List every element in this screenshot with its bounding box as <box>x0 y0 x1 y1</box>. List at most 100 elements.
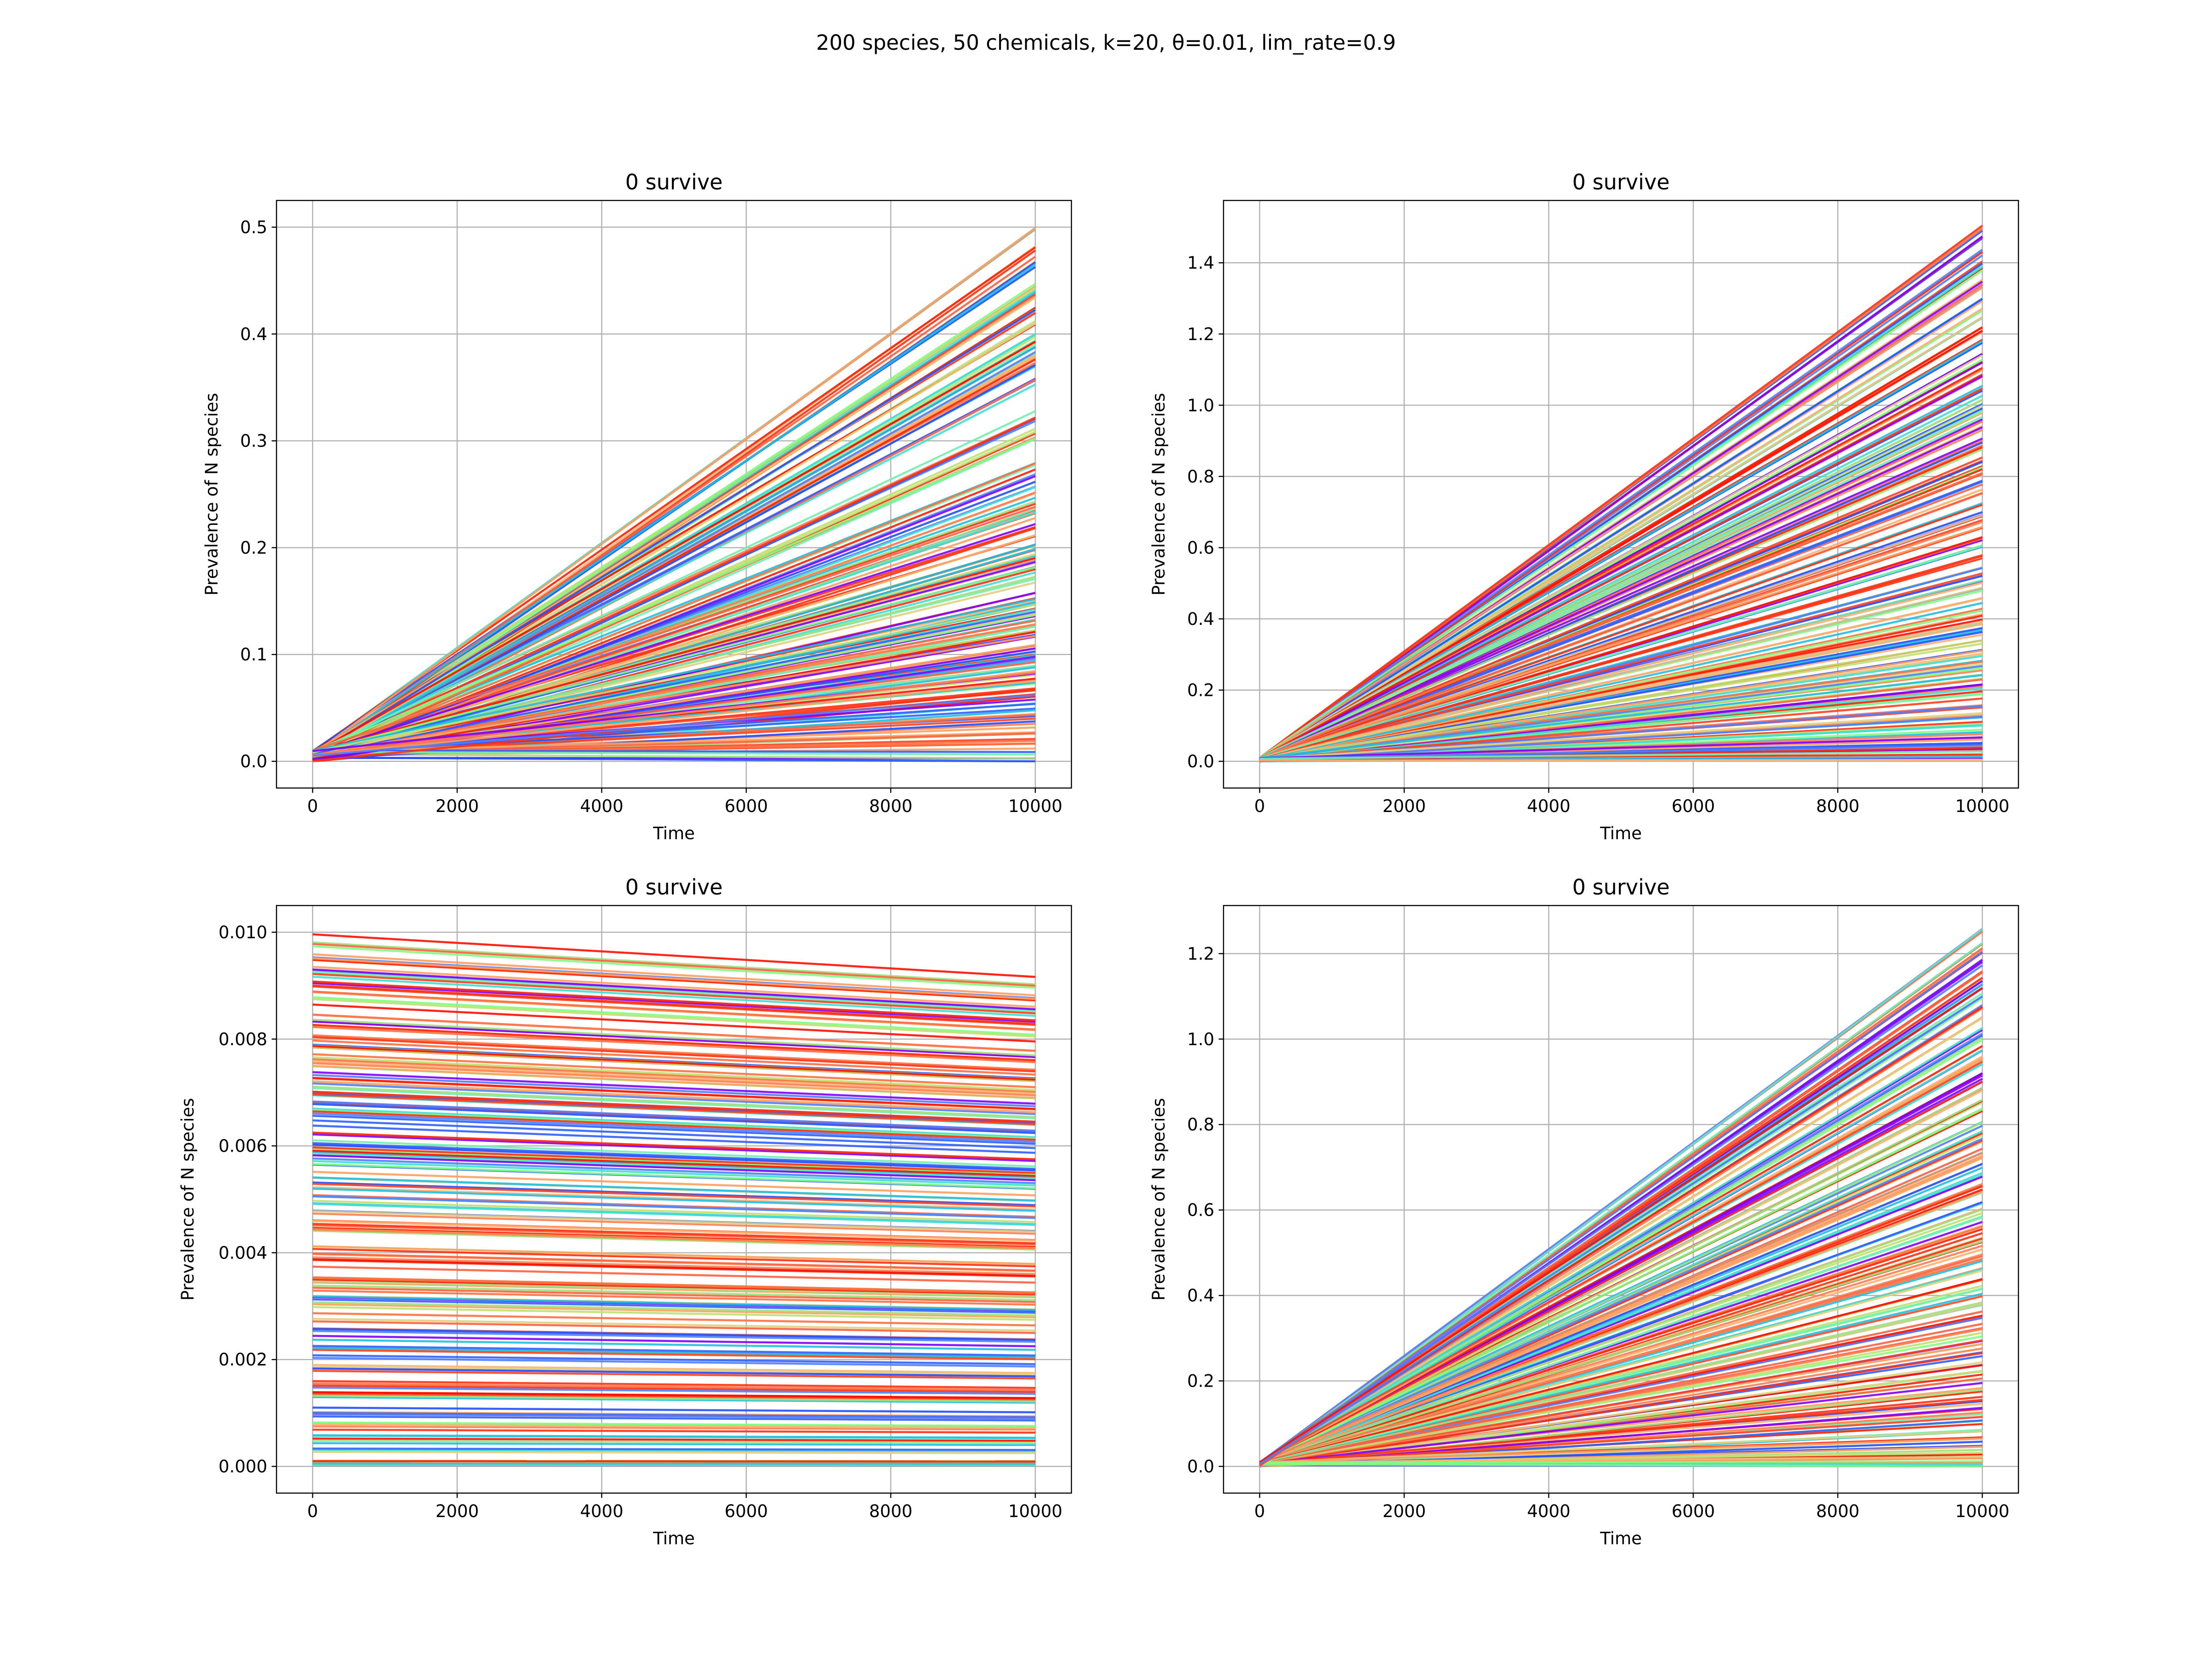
series-line <box>1259 1332 1983 1466</box>
series-group <box>1259 224 1983 763</box>
series-line <box>312 1349 1035 1360</box>
series-line <box>1259 354 1983 759</box>
y-tick-label: 0.3 <box>240 431 267 451</box>
series-line <box>1259 316 1983 760</box>
series-line <box>1259 623 1983 762</box>
y-axis-label: Prevalence of N species <box>1149 1098 1169 1301</box>
series-line <box>312 953 1035 997</box>
series-line <box>1259 1382 1983 1465</box>
series-line <box>312 1039 1035 1076</box>
series-line <box>312 1188 1035 1212</box>
series-line <box>1259 1228 1983 1465</box>
series-line <box>1259 602 1983 761</box>
y-tick-label: 1.2 <box>1187 944 1214 964</box>
y-tick-label: 0.4 <box>1187 609 1214 629</box>
series-line <box>1259 1080 1983 1465</box>
series-line <box>312 958 1035 1001</box>
series-line <box>1259 951 1983 1466</box>
series-line <box>1259 367 1983 759</box>
series-line <box>312 1320 1035 1334</box>
x-axis-label: Time <box>1600 824 1642 843</box>
series-line <box>312 943 1035 987</box>
series-line <box>1259 1460 1983 1464</box>
series-line <box>1259 1301 1983 1465</box>
series-line <box>312 1142 1035 1170</box>
series-line <box>312 417 1036 756</box>
series-line <box>312 1171 1035 1197</box>
series-line <box>1259 1416 1983 1465</box>
series-line <box>312 1303 1035 1318</box>
x-axis-label: Time <box>1600 1529 1642 1548</box>
series-line <box>312 1210 1035 1233</box>
series-line <box>1259 1278 1983 1465</box>
series-line <box>1259 716 1983 762</box>
x-tick-label: 2000 <box>435 1501 479 1521</box>
series-line <box>1259 1268 1983 1463</box>
series-line <box>312 1062 1035 1097</box>
series-line <box>312 1139 1035 1168</box>
series-line <box>312 635 1035 757</box>
series-line <box>312 1449 1035 1453</box>
series-line <box>312 933 1035 978</box>
series-line <box>312 751 1035 756</box>
series-line <box>1259 1258 1983 1464</box>
series-line <box>312 1071 1035 1105</box>
y-tick-label: 0.1 <box>240 645 267 665</box>
series-line <box>1259 1240 1983 1465</box>
series-line <box>312 661 1035 756</box>
series-line <box>312 1107 1035 1138</box>
series-line <box>312 1018 1035 1057</box>
series-line <box>312 1056 1035 1091</box>
series-line <box>312 1160 1035 1187</box>
series-line <box>312 973 1035 1015</box>
y-tick-label: 0.2 <box>240 538 267 558</box>
y-tick-label: 0.002 <box>218 1350 267 1370</box>
series-line <box>312 1223 1035 1245</box>
series-line <box>1259 387 1983 762</box>
series-line <box>312 227 1036 755</box>
series-line <box>1259 224 1983 759</box>
series-line <box>312 1384 1035 1394</box>
series-line <box>1259 1437 1983 1464</box>
series-line <box>312 998 1035 1038</box>
y-tick-label: 1.2 <box>1187 324 1214 344</box>
series-line <box>312 1034 1035 1071</box>
series-line <box>1259 1087 1983 1467</box>
x-tick-label: 6000 <box>1671 796 1715 816</box>
series-line <box>312 1287 1035 1303</box>
series-line <box>312 333 1036 759</box>
series-line <box>312 1149 1035 1177</box>
x-tick-label: 10000 <box>1955 1501 2010 1521</box>
subplot-title: 0 survive <box>625 170 723 194</box>
series-line <box>312 1289 1035 1306</box>
series-line <box>312 1203 1035 1226</box>
series-line <box>1259 744 1983 760</box>
series-line <box>312 1045 1035 1081</box>
x-tick-label: 8000 <box>869 796 912 816</box>
series-line <box>1259 964 1983 1465</box>
series-line <box>312 1124 1035 1154</box>
x-tick-label: 0 <box>1254 796 1265 816</box>
series-group <box>312 227 1036 763</box>
series-line <box>1259 597 1983 761</box>
subplot-title: 0 survive <box>1572 875 1670 900</box>
series-line <box>312 1278 1035 1295</box>
y-tick-label: 0.6 <box>1187 1200 1214 1220</box>
series-line <box>312 976 1035 1017</box>
series-line <box>1259 557 1983 761</box>
series-line <box>312 1163 1035 1189</box>
series-line <box>312 1133 1035 1162</box>
series-line <box>1259 1399 1983 1465</box>
series-line <box>1259 1310 1983 1465</box>
series-line <box>1259 1269 1983 1465</box>
axes-frame <box>1223 905 2019 1494</box>
series-line <box>312 557 1036 753</box>
y-axis-label: Prevalence of N species <box>178 1098 198 1301</box>
series-line <box>312 1147 1035 1176</box>
series-line <box>312 1153 1035 1180</box>
series-line <box>1259 1108 1983 1465</box>
series-line <box>1259 587 1983 761</box>
x-axis-label: Time <box>653 1529 695 1548</box>
series-line <box>312 680 1035 757</box>
